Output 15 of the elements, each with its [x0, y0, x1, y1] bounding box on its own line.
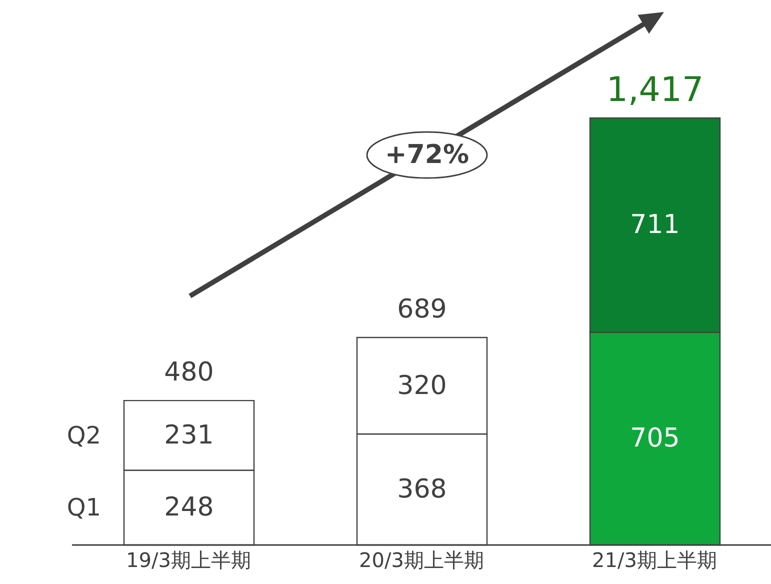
x-tick-label: 19/3期上半期	[126, 548, 251, 572]
data-label: 711	[630, 210, 680, 240]
x-tick-label: 21/3期上半期	[592, 548, 717, 572]
x-tick-label: 20/3期上半期	[359, 548, 484, 572]
data-label: 231	[164, 420, 214, 450]
total-label: 480	[164, 358, 214, 388]
series-label: Q2	[66, 421, 102, 450]
total-label: 689	[397, 294, 447, 325]
data-label: 368	[397, 474, 447, 505]
annotation: +72%	[384, 140, 470, 170]
data-label: 705	[630, 424, 680, 454]
data-label: 320	[397, 370, 447, 401]
total-label: 1,417	[606, 70, 704, 110]
series-label: Q1	[66, 494, 102, 522]
data-label: 248	[164, 492, 214, 523]
